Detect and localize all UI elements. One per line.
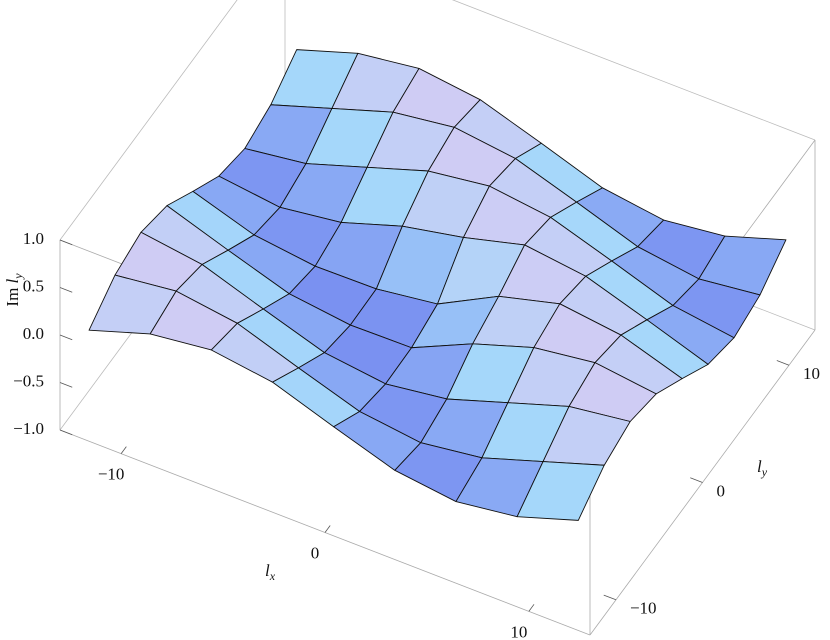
box-edge	[451, 0, 816, 141]
z-tick	[59, 239, 73, 246]
x-tick	[528, 604, 535, 612]
y-tick	[776, 360, 790, 366]
x-tick-label: 10	[510, 622, 527, 640]
y-tick-label: −10	[630, 599, 657, 618]
x-tick-label: −10	[98, 465, 125, 484]
box-edge	[59, 0, 238, 241]
surface	[88, 49, 787, 521]
z-label-sub: y	[11, 273, 25, 280]
x-tick	[120, 446, 127, 454]
y-tick-label: 10	[803, 364, 820, 383]
y-tick-label: 0	[717, 481, 726, 500]
z-label-prefix: Im	[3, 283, 22, 306]
z-tick	[59, 287, 73, 293]
z-tick	[59, 382, 73, 388]
axes: −10 0 10 −10 0 10 −1.0 −0.5 0.0 0.5 1.0	[13, 229, 820, 640]
y-label-base: l	[757, 457, 762, 476]
z-label-base: l	[3, 278, 22, 283]
x-label-sub: x	[269, 569, 276, 583]
z-tick-label: −1.0	[13, 419, 44, 438]
x-tick	[324, 525, 331, 533]
x-tick-label: 0	[311, 543, 320, 562]
surface-patch	[516, 461, 605, 521]
y-tick	[603, 594, 617, 601]
x-label-base: l	[265, 561, 270, 580]
y-label-sub: y	[761, 465, 768, 479]
z-axis-label: Im ly	[3, 273, 25, 307]
y-axis-label: ly	[757, 457, 768, 479]
z-tick	[59, 429, 73, 436]
z-tick-label: 0.5	[23, 276, 44, 295]
z-tick-label: −0.5	[13, 371, 44, 390]
z-tick-label: 1.0	[23, 229, 44, 248]
x-axis-label: lx	[265, 561, 276, 583]
y-tick	[690, 477, 703, 483]
z-tick	[59, 334, 73, 341]
z-tick-label: 0.0	[23, 324, 44, 343]
